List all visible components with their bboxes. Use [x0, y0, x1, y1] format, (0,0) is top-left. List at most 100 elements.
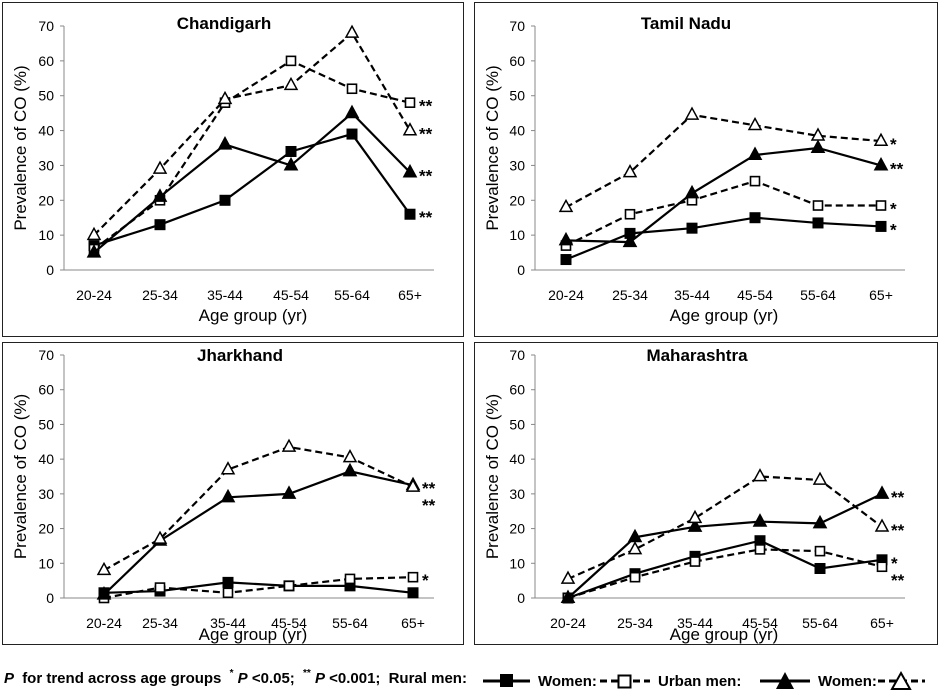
data-point — [283, 76, 299, 91]
footnote-p3: P — [315, 670, 326, 687]
series-line — [567, 492, 883, 599]
y-tick-label: 10 — [38, 555, 54, 571]
significance-label: * — [890, 220, 897, 239]
series-line — [565, 216, 882, 261]
legend: Women: Urban men: Women: — [483, 670, 925, 690]
data-point — [281, 438, 297, 452]
series-rural-women — [560, 175, 887, 251]
data-point — [560, 254, 572, 266]
data-point — [560, 589, 576, 604]
panel-chandigarh: 0 10 20 30 40 50 60 70 20-24 25-34 35-44 45-54 55-64… — [2, 2, 464, 337]
series-line — [567, 548, 883, 600]
data-point — [558, 198, 574, 213]
panel-title: Chandigarh — [177, 14, 271, 33]
series-urban-women — [558, 106, 889, 213]
legend-urban-men-marker — [776, 672, 794, 689]
x-tick-label: 25-34 — [142, 615, 178, 631]
x-tick-label: 20-24 — [548, 287, 584, 303]
significance-label: ** — [422, 496, 436, 515]
y-tick-label: 0 — [517, 590, 525, 606]
panel-tamil-nadu: 0 10 20 30 40 50 60 70 20-24 25-34 35-44 45-54 55-64… — [474, 2, 938, 337]
series-urban-women — [86, 24, 418, 241]
x-tick-label: 20-24 — [76, 287, 112, 303]
data-point — [220, 488, 236, 503]
data-point — [342, 449, 358, 463]
y-tick-label: 20 — [509, 192, 525, 208]
data-point — [752, 468, 768, 482]
legend-urban-men-label: Urban men: — [658, 673, 741, 690]
series-urban-men — [560, 485, 890, 604]
series-line — [565, 179, 881, 247]
data-point — [752, 513, 768, 527]
series-line — [567, 539, 883, 600]
data-point — [404, 208, 416, 220]
x-tick-label: 45-54 — [737, 287, 773, 303]
data-point — [405, 478, 421, 492]
y-tick-label: 70 — [509, 18, 525, 34]
significance-label: ** — [419, 208, 433, 227]
data-point — [689, 556, 701, 567]
x-tick-label: 65+ — [401, 615, 425, 631]
y-tick-label: 0 — [517, 262, 525, 278]
data-point — [810, 139, 826, 154]
panel-border — [474, 342, 938, 645]
panel-title: Tamil Nadu — [641, 14, 731, 33]
data-point — [222, 576, 234, 588]
y-tick-label: 30 — [509, 157, 525, 173]
data-point — [812, 514, 828, 529]
data-point — [152, 160, 168, 174]
series-line — [103, 581, 414, 594]
data-point — [749, 175, 761, 187]
y-axis-title: Prevalence of CO (%) — [11, 394, 30, 559]
data-point — [96, 586, 112, 600]
x-tick-label: 55-64 — [334, 287, 370, 303]
x-tick-label: 20-24 — [550, 615, 586, 631]
y-tick-label: 20 — [509, 521, 525, 537]
x-tick-label: 25-34 — [142, 287, 178, 303]
footnote-threshold1: <0.05; — [252, 670, 295, 687]
x-tick-label: 35-44 — [207, 287, 243, 303]
footnote: P for trend across age groups * P <0.05;… — [4, 663, 467, 687]
significance-label: ** — [422, 479, 436, 498]
data-point — [86, 226, 102, 241]
series-urban-women — [96, 438, 421, 576]
data-point — [875, 220, 887, 232]
series-urban-women — [560, 468, 890, 584]
y-tick-label: 20 — [38, 192, 54, 208]
data-point — [624, 208, 636, 220]
data-point — [344, 104, 360, 119]
series-line — [565, 113, 882, 209]
significance-label: * — [890, 200, 897, 219]
y-tick-label: 40 — [38, 451, 54, 467]
data-point — [629, 571, 641, 583]
series-rural-men — [560, 212, 887, 266]
x-tick-label: 25-34 — [612, 287, 648, 303]
series-line — [103, 445, 414, 572]
x-axis-title: Age group (yr) — [199, 625, 308, 644]
y-tick-label: 40 — [509, 123, 525, 139]
data-point — [873, 132, 889, 146]
panel-jharkhand: 0 10 20 30 40 50 60 70 20-24 25-34 35-44 45-54 55-64… — [2, 342, 464, 645]
x-tick-label: 65+ — [870, 615, 894, 631]
data-point — [407, 587, 419, 599]
data-point — [747, 116, 763, 131]
data-point — [754, 544, 766, 555]
y-axis-title: Prevalence of CO (%) — [483, 65, 502, 230]
data-point — [747, 146, 763, 161]
x-tick-label: 35-44 — [677, 615, 713, 631]
data-point — [687, 518, 703, 532]
y-tick-label: 30 — [509, 486, 525, 502]
data-point — [402, 163, 418, 178]
data-point — [346, 128, 358, 140]
data-point — [686, 222, 698, 234]
data-point — [152, 188, 168, 202]
y-tick-label: 50 — [509, 88, 525, 104]
x-tick-label: 55-64 — [332, 615, 368, 631]
data-point — [220, 461, 236, 475]
y-axis-title: Prevalence of CO (%) — [11, 65, 30, 230]
data-point — [814, 545, 826, 557]
data-point — [875, 200, 887, 211]
panel-maharashtra: 0 10 20 30 40 50 60 70 20-24 25-34 35-44 45-54 55-64… — [474, 342, 938, 645]
data-point — [622, 164, 638, 178]
